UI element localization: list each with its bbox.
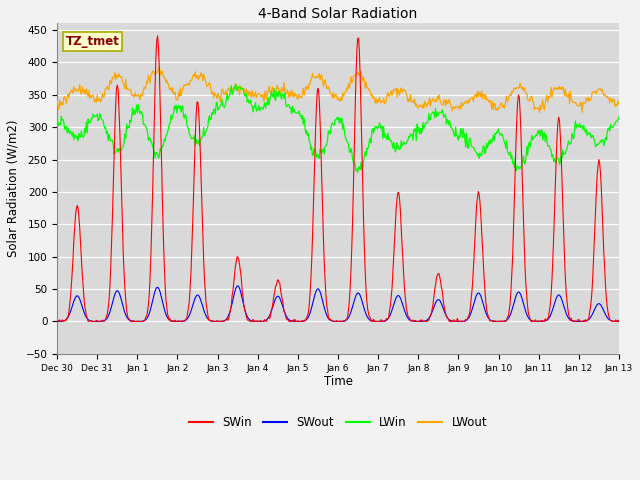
- LWin: [145, 137, 152, 143]
- SWin: [53, 318, 61, 324]
- LWin: [564, 141, 572, 147]
- SWout: [145, 313, 152, 319]
- SWout: [563, 312, 571, 318]
- LWout: [237, 84, 245, 90]
- SWin: [528, 319, 536, 324]
- Line: SWout: SWout: [57, 286, 619, 322]
- LWout: [69, 90, 77, 96]
- LWin: [528, 132, 536, 138]
- SWout: [237, 292, 245, 298]
- SWin: [615, 319, 623, 324]
- SWout: [234, 283, 242, 289]
- Title: 4-Band Solar Radiation: 4-Band Solar Radiation: [259, 7, 418, 21]
- LWout: [53, 98, 61, 104]
- Line: SWin: SWin: [57, 36, 619, 322]
- SWout: [203, 315, 211, 321]
- LWout: [204, 84, 212, 89]
- SWin: [54, 319, 62, 324]
- X-axis label: Time: Time: [323, 375, 353, 388]
- Legend: SWin, SWout, LWin, LWout: SWin, SWout, LWin, LWout: [184, 411, 492, 433]
- Y-axis label: Solar Radiation (W/m2): Solar Radiation (W/m2): [7, 120, 20, 257]
- LWout: [615, 101, 623, 107]
- LWin: [232, 81, 239, 87]
- LWout: [527, 94, 535, 99]
- SWin: [70, 237, 77, 243]
- Line: LWout: LWout: [57, 67, 619, 112]
- LWout: [564, 94, 572, 100]
- SWout: [527, 317, 535, 323]
- LWout: [536, 109, 543, 115]
- SWin: [145, 293, 153, 299]
- Line: LWin: LWin: [57, 84, 619, 172]
- LWin: [53, 119, 61, 125]
- LWout: [145, 72, 152, 78]
- SWin: [154, 33, 161, 39]
- LWin: [203, 126, 211, 132]
- LWout: [156, 64, 163, 70]
- SWin: [205, 316, 212, 322]
- SWout: [615, 319, 623, 324]
- LWin: [615, 114, 623, 120]
- LWin: [237, 85, 245, 91]
- LWin: [69, 129, 77, 135]
- SWout: [53, 319, 61, 324]
- SWin: [238, 288, 246, 293]
- LWin: [354, 169, 362, 175]
- SWin: [564, 306, 572, 312]
- Text: TZ_tmet: TZ_tmet: [65, 35, 120, 48]
- SWout: [69, 301, 77, 307]
